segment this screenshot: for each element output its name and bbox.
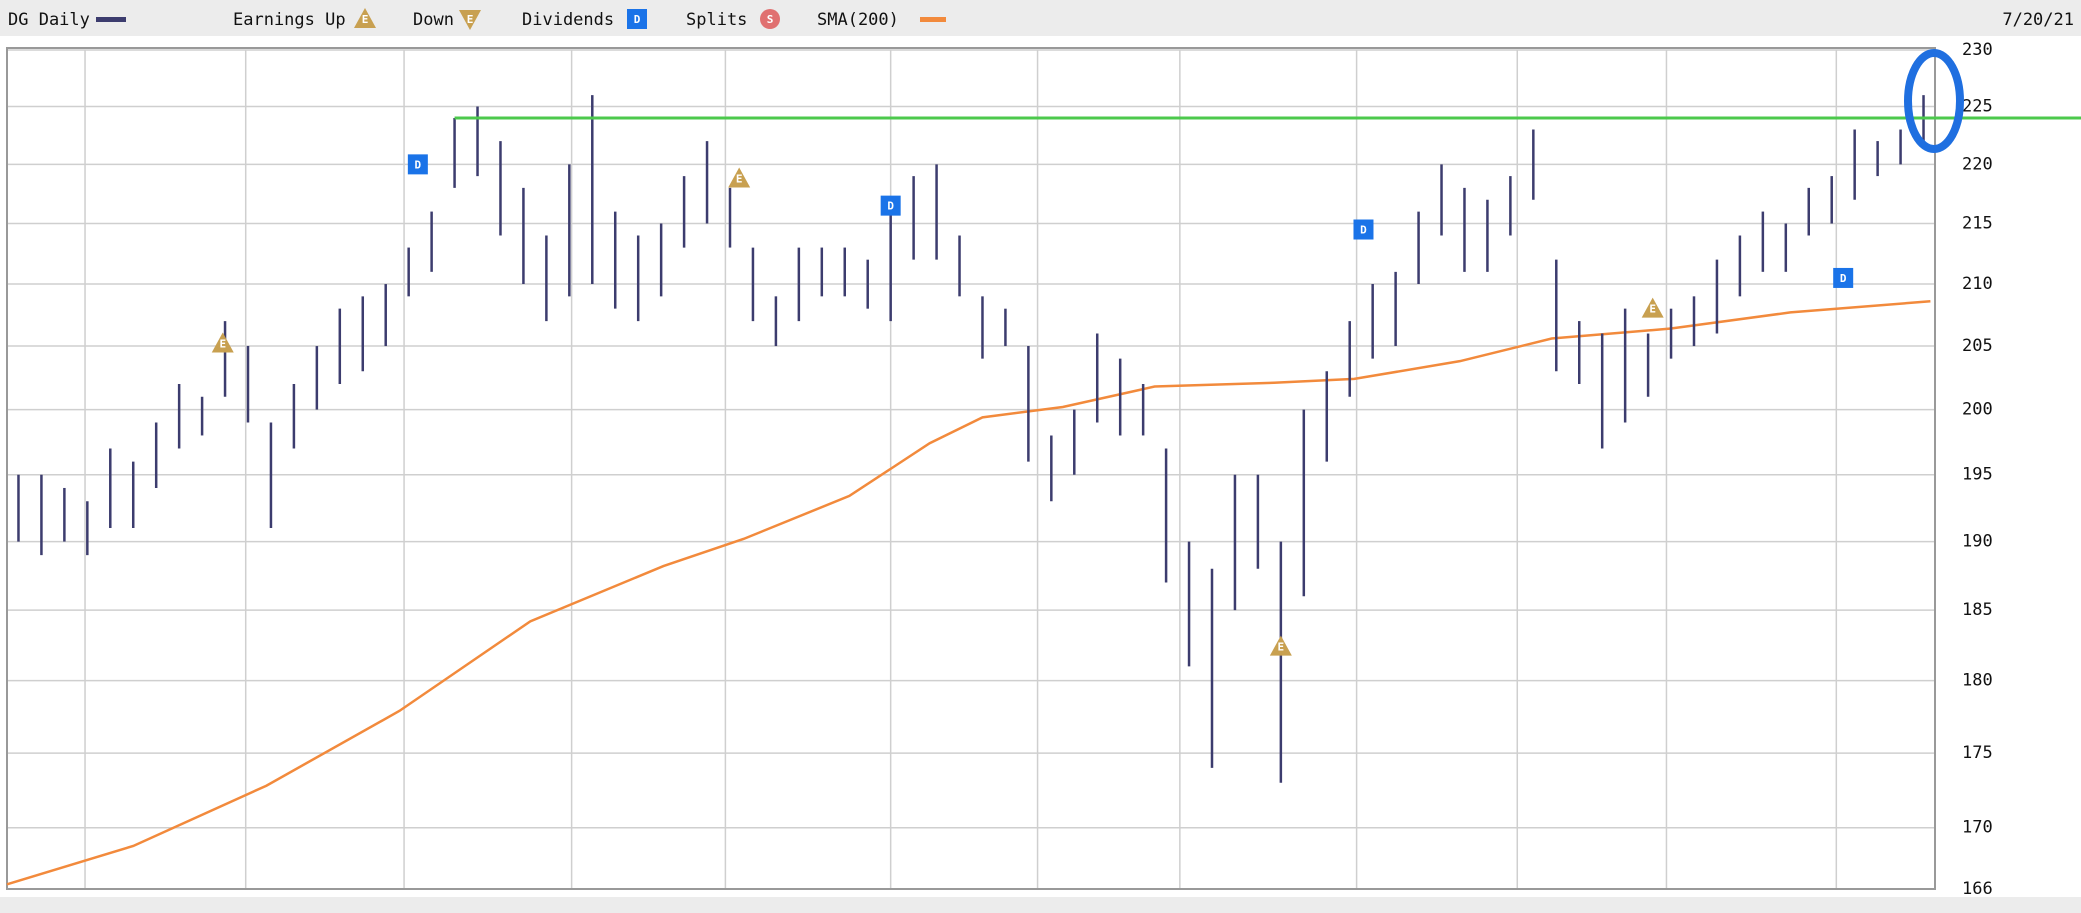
icon-letter: E xyxy=(219,338,226,351)
annotation-ellipse xyxy=(1904,49,1964,153)
icon-letter: E xyxy=(736,172,743,185)
icon-letter: D xyxy=(1840,272,1847,285)
legend-swatch xyxy=(920,17,946,22)
icon-letter: D xyxy=(1360,224,1367,237)
icon-shape xyxy=(627,9,647,29)
y-tick-label: 190 xyxy=(1962,532,1993,552)
legend-label: Down xyxy=(413,10,454,30)
legend-label: Earnings Up xyxy=(233,10,346,30)
event-icon: S xyxy=(760,9,780,29)
event-icon: E xyxy=(211,332,234,353)
legend-swatch xyxy=(96,17,126,22)
event-icon: E xyxy=(1641,297,1664,318)
sma-line xyxy=(6,300,1931,886)
icon-shape xyxy=(1641,297,1664,318)
icon-letter: D xyxy=(415,158,422,171)
icon-letter: E xyxy=(1278,641,1285,654)
footer-bar xyxy=(0,897,2081,913)
y-tick-label: 200 xyxy=(1962,400,1993,420)
legend-label: SMA(200) xyxy=(817,10,899,30)
event-icon: E xyxy=(1269,635,1292,656)
event-icon: D xyxy=(1353,219,1374,240)
y-tick-label: 166 xyxy=(1962,879,1993,899)
y-tick-label: 180 xyxy=(1962,671,1993,691)
icon-letter: D xyxy=(887,200,894,213)
icon-shape xyxy=(354,8,376,28)
event-icon: D xyxy=(880,195,901,216)
icon-letter: E xyxy=(362,13,369,26)
legend-label: Dividends xyxy=(522,10,614,30)
y-tick-label: 230 xyxy=(1962,40,1993,60)
event-icon: D xyxy=(627,9,647,29)
icon-letter: D xyxy=(634,13,641,26)
icon-shape xyxy=(211,332,234,353)
y-tick-label: 170 xyxy=(1962,818,1993,838)
icon-letter: S xyxy=(767,13,774,26)
icon-shape xyxy=(1269,635,1292,656)
y-tick-label: 220 xyxy=(1962,154,1993,174)
legend-label: Splits xyxy=(686,10,747,30)
icon-shape xyxy=(407,154,428,175)
legend-title: DG Daily xyxy=(8,10,90,30)
icon-shape xyxy=(1833,267,1854,288)
event-icon: D xyxy=(1833,267,1854,288)
icon-shape xyxy=(728,167,751,188)
y-tick-label: 175 xyxy=(1962,743,1993,763)
event-icon: E xyxy=(354,8,376,28)
icon-shape xyxy=(459,10,481,30)
icon-shape xyxy=(1353,219,1374,240)
y-tick-label: 195 xyxy=(1962,465,1993,485)
y-tick-label: 205 xyxy=(1962,336,1993,356)
y-tick-label: 225 xyxy=(1962,97,1993,117)
event-icon: E xyxy=(459,10,481,30)
header-bar xyxy=(0,0,2081,36)
plot-frame xyxy=(6,47,1936,890)
event-icon: D xyxy=(407,154,428,175)
y-tick-label: 215 xyxy=(1962,214,1993,234)
icon-shape xyxy=(760,9,780,29)
icon-letter: E xyxy=(1649,303,1656,316)
event-icon: E xyxy=(728,167,751,188)
icon-shape xyxy=(880,195,901,216)
y-tick-label: 185 xyxy=(1962,600,1993,620)
icon-letter: E xyxy=(467,13,474,26)
date-label: 7/20/21 xyxy=(2002,10,2074,30)
y-tick-label: 210 xyxy=(1962,274,1993,294)
